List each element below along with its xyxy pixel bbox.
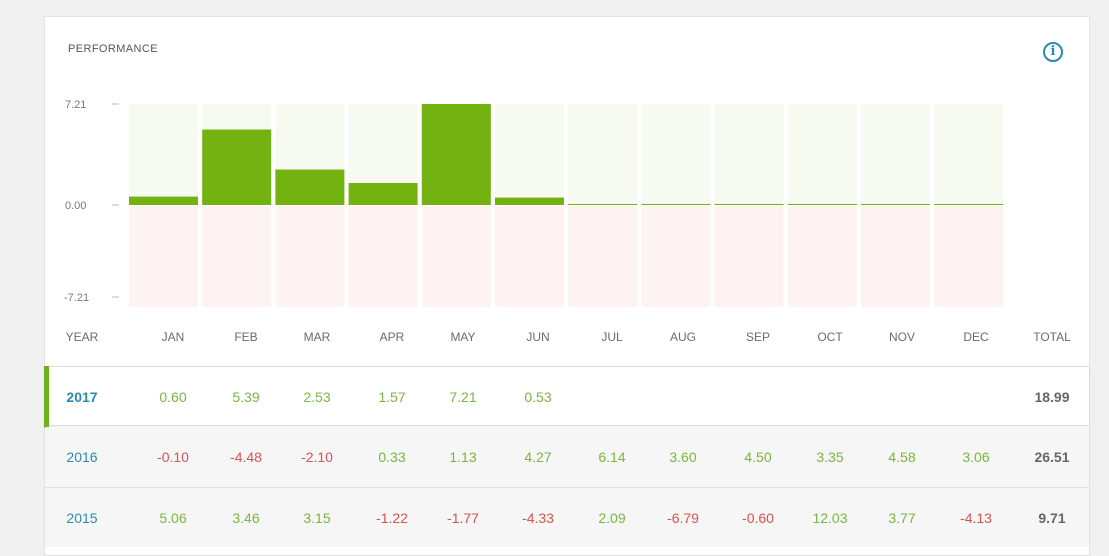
bar-jan [129, 196, 198, 205]
bar-bg-negative [421, 206, 491, 307]
bar-bg-negative [568, 206, 638, 307]
month-value-cell: -4.48 [230, 449, 262, 465]
performance-chart: 7.21 0.00 -7.21 [64, 99, 1004, 307]
column-header-aug: AUG [669, 330, 696, 344]
column-header-nov: NOV [888, 330, 915, 344]
bar-bg-positive [495, 104, 564, 205]
column-header-jan: JAN [161, 330, 185, 344]
total-cell: 18.99 [1034, 389, 1070, 405]
total-cell: 9.71 [1038, 510, 1066, 526]
bar-bg-negative [129, 206, 198, 307]
bar-may [421, 104, 491, 205]
month-value-cell: 7.21 [449, 389, 477, 405]
column-header-may: MAY [450, 330, 476, 344]
column-header-jun: JUN [526, 330, 550, 344]
bar-bg-positive [861, 104, 930, 205]
bar-mar [275, 169, 345, 205]
year-cell: 2015 [66, 510, 98, 526]
column-header-oct: OCT [817, 330, 843, 344]
month-value-cell: 3.46 [232, 510, 260, 526]
column-header-sep: SEP [745, 330, 770, 344]
month-header-row: YEAR JAN FEB MAR APR MAY JUN JUL AUG SEP OCT NOV DEC… [45, 327, 1089, 347]
y-tick-label: 7.21 [65, 99, 86, 111]
info-icon[interactable]: i [1043, 42, 1063, 62]
month-value-cell: 3.60 [669, 449, 697, 465]
column-header-jul: JUL [601, 330, 623, 344]
column-header-apr: APR [379, 330, 405, 344]
bar-nov [861, 204, 930, 205]
bar-dec [934, 204, 1004, 205]
y-tick-label: 0.00 [65, 200, 86, 212]
month-value-cell: 5.39 [232, 389, 260, 405]
bar-aug [641, 204, 711, 205]
column-header-dec: DEC [963, 330, 989, 344]
column-header-feb: FEB [234, 330, 258, 344]
table-row-current-year[interactable]: 2017 0.60 5.39 2.53 1.57 7.21 0.53 18.99 [44, 366, 1089, 428]
bar-oct [787, 204, 857, 205]
month-value-cell: 5.06 [159, 510, 187, 526]
month-value-cell: -2.10 [301, 449, 333, 465]
month-value-cell: 12.03 [812, 510, 848, 526]
month-value-cell: 2.09 [598, 510, 626, 526]
bar-bg-negative [641, 206, 711, 307]
bar-bg-negative [348, 206, 418, 307]
month-value-cell: 3.77 [888, 510, 916, 526]
bar-bg-positive [934, 104, 1004, 205]
column-header-total: TOTAL [1033, 330, 1071, 344]
month-value-cell: 0.53 [524, 389, 552, 405]
bar-bg-negative [495, 206, 564, 307]
month-value-cell: 0.33 [378, 449, 406, 465]
bar-jul [568, 204, 638, 205]
month-value-cell: -4.13 [960, 510, 992, 526]
table-row[interactable]: 2015 5.06 3.46 3.15 -1.22 -1.77 -4.33 2.09 -6.79… [45, 487, 1089, 547]
bar-bg-positive [568, 104, 638, 205]
column-header-year: YEAR [65, 330, 99, 344]
bar-bg-negative [861, 206, 930, 307]
month-value-cell: 3.35 [816, 449, 844, 465]
month-value-cell: 6.14 [598, 449, 626, 465]
bar-bg-negative [787, 206, 857, 307]
month-value-cell: 3.06 [962, 449, 990, 465]
bar-feb [202, 129, 272, 205]
bar-bg-positive [641, 104, 711, 205]
month-value-cell: 4.58 [888, 449, 916, 465]
bar-bg-negative [714, 206, 784, 307]
y-tick-label: -7.21 [64, 292, 89, 304]
month-value-cell: -4.33 [522, 510, 554, 526]
column-header-mar: MAR [303, 330, 331, 344]
year-cell: 2017 [66, 389, 98, 405]
bar-bg-negative [934, 206, 1004, 307]
bar-sep [714, 204, 784, 205]
month-value-cell: 1.57 [378, 389, 406, 405]
month-value-cell: -6.79 [667, 510, 699, 526]
month-value-cell: -0.10 [157, 449, 189, 465]
bar-apr [348, 183, 418, 205]
bar-bg-positive [714, 104, 784, 205]
month-value-cell: 1.13 [449, 449, 477, 465]
month-value-cell: -1.22 [376, 510, 408, 526]
performance-card: PERFORMANCE i 7.21 0.00 -7.21 YEAR JAN FEB MA… [44, 16, 1090, 556]
table-row[interactable]: 2016 -0.10 -4.48 -2.10 0.33 1.13 4.27 6.14 3.60 4… [45, 427, 1089, 487]
bar-bg-positive [787, 104, 857, 205]
month-value-cell: 3.15 [303, 510, 331, 526]
month-value-cell: 4.27 [524, 449, 552, 465]
bar-bg-negative [202, 206, 272, 307]
month-value-cell: 0.60 [159, 389, 187, 405]
month-value-cell: -1.77 [447, 510, 479, 526]
month-value-cell: 2.53 [303, 389, 331, 405]
total-cell: 26.51 [1034, 449, 1070, 465]
year-cell: 2016 [66, 449, 98, 465]
current-year-accent [44, 366, 49, 428]
month-value-cell: 4.50 [744, 449, 772, 465]
month-value-cell: -0.60 [742, 510, 774, 526]
bar-bg-positive [129, 104, 198, 205]
card-title: PERFORMANCE [68, 43, 158, 55]
bar-jun [495, 197, 564, 205]
bar-bg-negative [275, 206, 345, 307]
